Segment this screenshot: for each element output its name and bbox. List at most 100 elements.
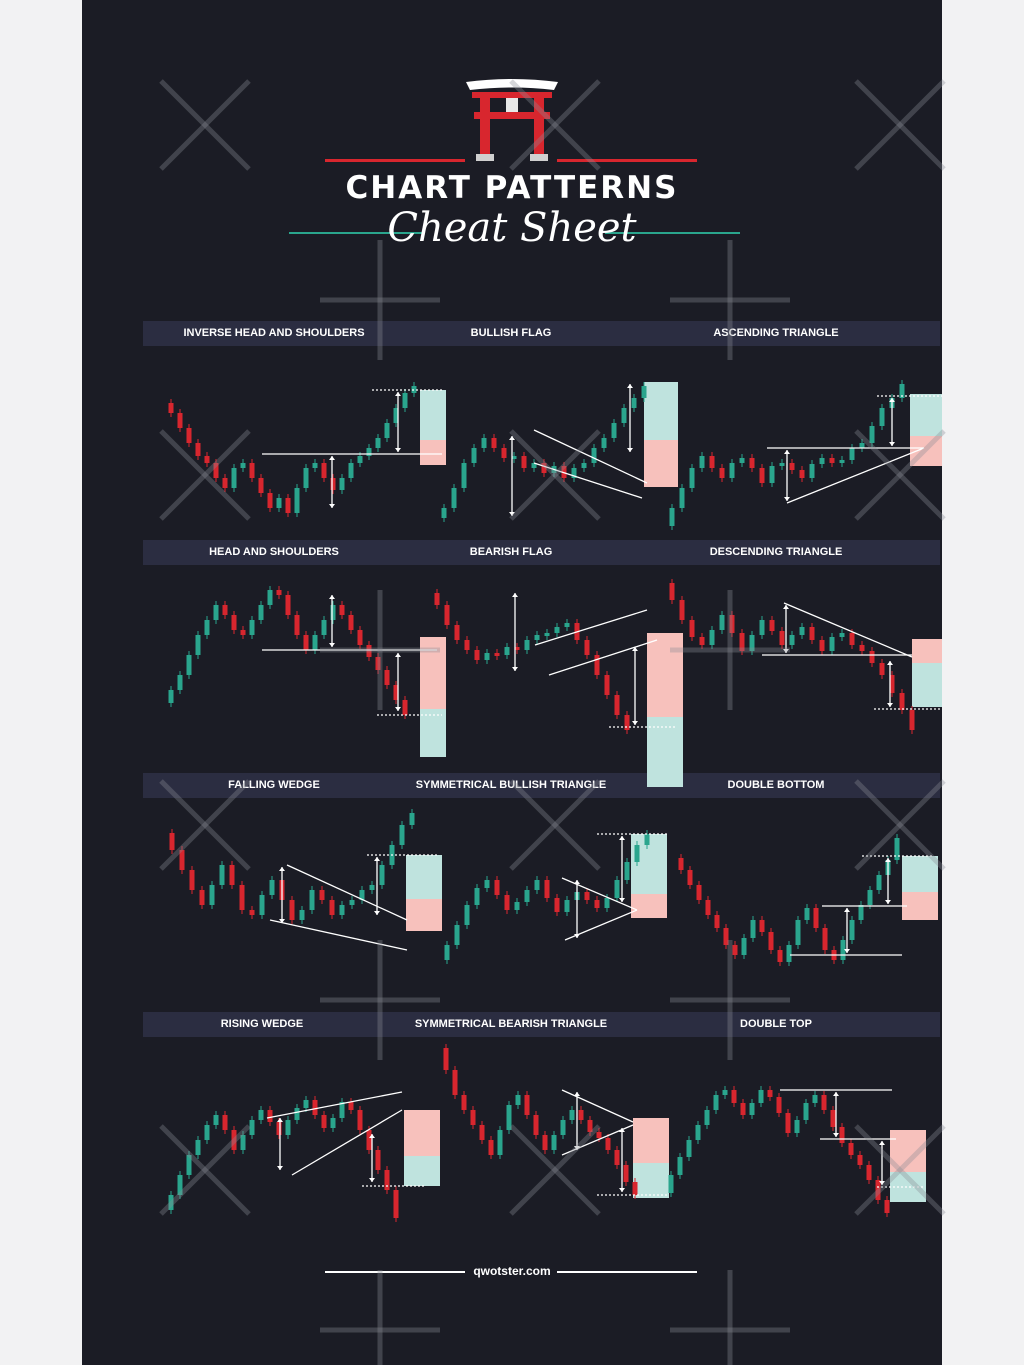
candle-body: [695, 1125, 701, 1140]
trend-line: [533, 462, 643, 499]
candle-body: [204, 456, 210, 463]
candle-body: [521, 456, 527, 468]
double-top-chart: [668, 1086, 926, 1217]
candle-body: [739, 633, 745, 651]
candle-body: [276, 498, 282, 508]
candle-body: [384, 670, 390, 685]
candle-body: [168, 690, 174, 703]
candle-body: [578, 1110, 584, 1120]
candle-body: [339, 905, 345, 915]
stop-zone: [406, 899, 442, 931]
pattern-label: FALLING WEDGE: [228, 779, 320, 791]
candle-body: [330, 478, 336, 490]
candle-body: [189, 870, 195, 890]
candle-body: [779, 631, 785, 645]
arrow-head: [279, 867, 285, 871]
arrow-head: [889, 398, 895, 402]
candle-body: [554, 898, 560, 912]
candle-body: [678, 858, 684, 870]
candle-body: [819, 640, 825, 651]
candle-body: [644, 834, 650, 845]
arrow-head: [329, 504, 335, 508]
candle-body: [789, 463, 795, 470]
candle-body: [849, 920, 855, 940]
arrow-head: [329, 595, 335, 599]
candle-body: [269, 880, 275, 895]
arrow-head: [619, 1128, 625, 1132]
target-zone: [890, 1130, 926, 1172]
candle-body: [604, 675, 610, 695]
candle-body: [876, 875, 882, 890]
candle-body: [879, 663, 885, 675]
candle-body: [848, 1143, 854, 1155]
candle-body: [294, 488, 300, 513]
candle-body: [759, 920, 765, 932]
candle-body: [249, 620, 255, 635]
candle-body: [866, 1165, 872, 1180]
candle-body: [168, 1195, 174, 1210]
header-rule-right-red: [557, 159, 697, 162]
candle-body: [822, 928, 828, 950]
candle-body: [222, 1115, 228, 1130]
arrow-head: [329, 643, 335, 647]
candle-body: [704, 1110, 710, 1125]
arrow-head: [619, 836, 625, 840]
candle-body: [699, 637, 705, 645]
bullish-flag-chart: [441, 382, 678, 522]
trend-line: [269, 919, 408, 951]
candle-body: [441, 508, 447, 518]
candle-body: [759, 468, 765, 483]
candle-body: [204, 1125, 210, 1140]
candle-body: [624, 862, 630, 880]
target-zone: [404, 1110, 440, 1156]
candle-body: [231, 615, 237, 630]
stop-zone: [404, 1156, 440, 1186]
candle-body: [584, 640, 590, 655]
candle-body: [229, 865, 235, 885]
candle-body: [641, 386, 647, 398]
candle-body: [594, 900, 600, 908]
candle-body: [524, 890, 530, 902]
candle-body: [366, 448, 372, 456]
stop-zone: [647, 717, 683, 787]
candle-body: [729, 615, 735, 633]
arrow-head: [627, 384, 633, 388]
row-band-2: [143, 540, 940, 565]
arrow-head: [512, 593, 518, 597]
row-band-1: [143, 321, 940, 346]
candle-body: [231, 1130, 237, 1150]
candle-body: [785, 1113, 791, 1133]
candle-body: [767, 1090, 773, 1097]
candle-body: [357, 630, 363, 645]
candle-body: [444, 605, 450, 625]
candle-body: [669, 508, 675, 526]
candle-body: [285, 1120, 291, 1135]
candle-body: [249, 910, 255, 915]
candle-body: [384, 1170, 390, 1190]
trend-line: [561, 1089, 634, 1123]
arrow-head: [509, 512, 515, 516]
candle-body: [504, 647, 510, 655]
target-zone: [420, 390, 446, 440]
candle-body: [222, 478, 228, 488]
stop-zone: [633, 1163, 669, 1198]
candle-body: [631, 398, 637, 408]
candle-body: [624, 715, 630, 730]
stop-zone: [912, 663, 942, 707]
candle-body: [709, 630, 715, 645]
candle-body: [219, 865, 225, 885]
candle-body: [319, 890, 325, 900]
arrow-head: [619, 1188, 625, 1192]
candle-body: [749, 1103, 755, 1115]
candle-body: [799, 470, 805, 478]
candle-body: [531, 463, 537, 468]
candle-body: [621, 408, 627, 423]
arrow-head: [885, 900, 891, 904]
arrow-head: [369, 1178, 375, 1182]
stop-zone: [902, 892, 938, 920]
candle-body: [596, 1132, 602, 1138]
candle-body: [591, 448, 597, 463]
candle-body: [632, 1182, 638, 1195]
trend-line: [561, 877, 638, 911]
candle-body: [443, 1048, 449, 1070]
